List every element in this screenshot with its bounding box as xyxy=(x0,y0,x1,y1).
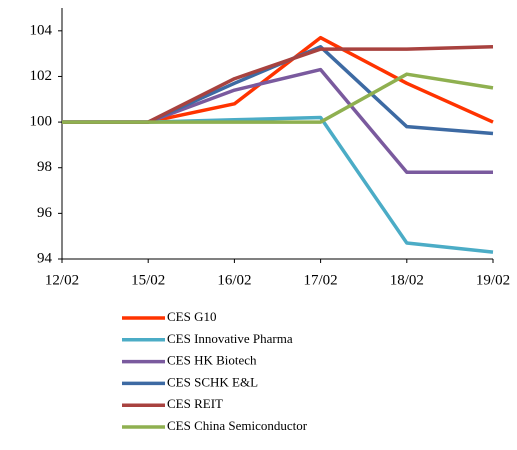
plot-area: 94 96 98 100 102 104 12/02 15/02 16/02 17/02 18/02… xyxy=(30,8,510,288)
y-tick-label: 100 xyxy=(30,114,53,130)
legend-label: CES SCHK E&L xyxy=(167,374,258,389)
y-tick-label: 104 xyxy=(30,22,53,38)
x-tick-label: 17/02 xyxy=(304,272,338,288)
x-tick-label: 12/02 xyxy=(45,272,79,288)
legend-label: CES G10 xyxy=(167,309,216,324)
y-tick-label: 102 xyxy=(30,68,53,84)
x-tick-label: 15/02 xyxy=(131,272,165,288)
x-tick-label: 16/02 xyxy=(217,272,251,288)
y-tick-label: 96 xyxy=(37,205,53,221)
series-line xyxy=(62,72,494,124)
y-tick-label: 98 xyxy=(37,159,52,175)
legend-label: CES HK Biotech xyxy=(167,353,257,368)
legend-label: CES REIT xyxy=(167,396,223,411)
x-tick-label: 19/02 xyxy=(476,272,510,288)
series-line xyxy=(62,45,494,124)
series-line xyxy=(62,115,494,254)
legend: CES G10 CES Innovative Pharma CES HK Biote… xyxy=(122,309,308,433)
x-tick-label: 18/02 xyxy=(390,272,424,288)
legend-label: CES China Semiconductor xyxy=(167,418,308,433)
legend-label: CES Innovative Pharma xyxy=(167,331,293,346)
y-tick-label: 94 xyxy=(37,250,53,266)
